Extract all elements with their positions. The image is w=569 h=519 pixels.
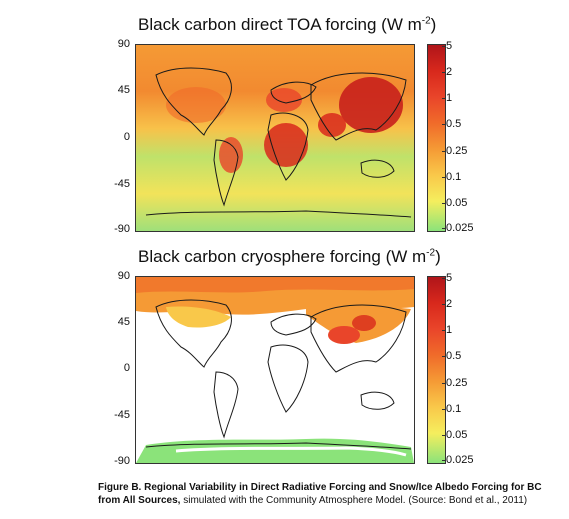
figure-caption: Figure B. Regional Variability in Direct… <box>98 481 563 507</box>
bottom-coastlines <box>145 299 412 450</box>
top-lat-label-minus45: -45 <box>114 178 130 190</box>
bottom-tibet-hotspot <box>328 326 360 344</box>
bottom-lat-label-minus45: -45 <box>114 409 130 421</box>
bottom-arctic-core <box>136 277 414 293</box>
top-lat-label-90: 90 <box>117 38 130 50</box>
top-colorbar-tick: 5 <box>441 40 453 52</box>
top-forcing-map <box>135 44 415 232</box>
top-north-america-hotspot <box>166 87 226 123</box>
top-colorbar-tick: 0.025 <box>442 222 474 234</box>
top-colorbar-tick: 0.25 <box>441 145 468 157</box>
caption-rest: simulated with the Community Atmosphere … <box>180 495 528 506</box>
bottom-colorbar-tick: 1 <box>441 324 453 336</box>
top-colorbar-tick: 0.5 <box>441 118 462 130</box>
top-lat-label-0: 0 <box>123 131 130 143</box>
top-colorbar <box>427 44 446 232</box>
top-panel-title: Black carbon direct TOA forcing (W m-2) <box>138 15 437 34</box>
top-colorbar-tick: 2 <box>441 66 453 78</box>
bottom-lat-label-90: 90 <box>117 270 130 282</box>
bottom-colorbar-tick: 0.025 <box>442 454 474 466</box>
bottom-lat-label-minus90: -90 <box>114 455 130 467</box>
caption-bold: Figure B. Regional Variability in Direct… <box>98 482 542 506</box>
top-south-america-hotspot <box>219 137 243 173</box>
top-lat-label-45: 45 <box>117 84 130 96</box>
bottom-lat-label-45: 45 <box>117 316 130 328</box>
top-colorbar-tick: 1 <box>441 92 453 104</box>
bottom-colorbar-tick: 5 <box>441 272 453 284</box>
top-south-asia-hotspot <box>318 113 346 137</box>
top-europe-hotspot <box>266 88 302 112</box>
bottom-colorbar-tick: 0.05 <box>441 429 468 441</box>
top-colorbar-tick: 0.1 <box>441 171 462 183</box>
top-africa-hotspot <box>264 123 308 167</box>
bottom-colorbar-tick: 0.5 <box>441 350 462 362</box>
bottom-panel-title: Black carbon cryosphere forcing (W m-2) <box>138 247 441 266</box>
top-map-svg <box>136 45 414 231</box>
bottom-east-asia-hotspot <box>352 315 376 331</box>
top-lat-label-minus90: -90 <box>114 223 130 235</box>
bottom-colorbar <box>427 276 446 464</box>
bottom-map-svg <box>136 277 414 463</box>
bottom-colorbar-tick: 2 <box>441 298 453 310</box>
top-east-asia-hotspot <box>339 77 403 133</box>
bottom-antarctica-gap <box>175 446 407 457</box>
top-coastlines <box>145 67 412 218</box>
top-colorbar-tick: 0.05 <box>441 197 468 209</box>
bottom-colorbar-tick: 0.25 <box>441 377 468 389</box>
bottom-colorbar-tick: 0.1 <box>441 403 462 415</box>
bottom-lat-label-0: 0 <box>123 362 130 374</box>
bottom-north-america-snow <box>166 306 231 328</box>
bottom-forcing-map <box>135 276 415 464</box>
